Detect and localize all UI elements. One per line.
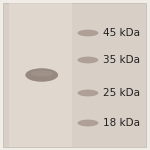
Ellipse shape bbox=[78, 90, 98, 96]
Ellipse shape bbox=[30, 70, 53, 76]
FancyBboxPatch shape bbox=[9, 3, 72, 147]
Ellipse shape bbox=[78, 120, 98, 126]
Ellipse shape bbox=[78, 57, 98, 63]
Ellipse shape bbox=[78, 30, 98, 36]
Text: 25 kDa: 25 kDa bbox=[103, 88, 140, 98]
Text: 18 kDa: 18 kDa bbox=[103, 118, 140, 128]
Text: 35 kDa: 35 kDa bbox=[103, 55, 140, 65]
Text: 45 kDa: 45 kDa bbox=[103, 28, 140, 38]
Ellipse shape bbox=[25, 68, 58, 82]
FancyBboxPatch shape bbox=[3, 3, 146, 147]
